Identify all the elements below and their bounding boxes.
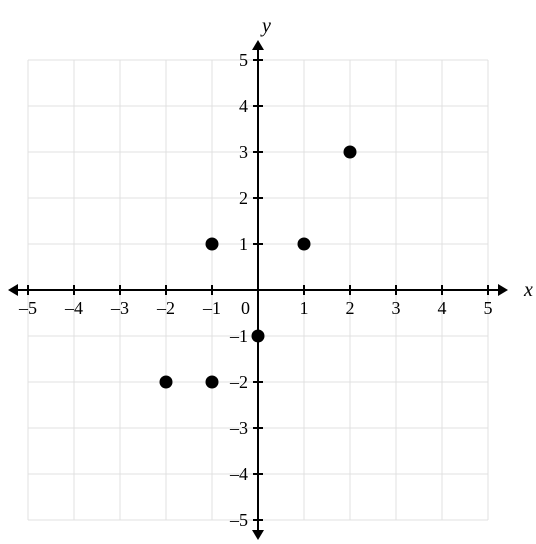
y-tick-label: 2	[239, 188, 248, 208]
data-point	[298, 238, 311, 251]
y-tick-label: –1	[229, 326, 248, 346]
y-tick-label: 3	[239, 142, 248, 162]
y-tick-label: 1	[239, 234, 248, 254]
x-tick-label: 0	[241, 298, 250, 318]
y-tick-label: 5	[239, 50, 248, 70]
axis-arrow	[8, 284, 18, 296]
y-tick-label: –5	[229, 510, 248, 530]
x-tick-label: –3	[110, 298, 129, 318]
axis-arrow	[252, 40, 264, 50]
y-axis-label: y	[260, 15, 271, 37]
data-point	[206, 376, 219, 389]
data-point	[252, 330, 265, 343]
x-tick-label: 1	[300, 298, 309, 318]
x-tick-label: 2	[346, 298, 355, 318]
y-tick-label: –2	[229, 372, 248, 392]
y-tick-label: –3	[229, 418, 248, 438]
data-point	[160, 376, 173, 389]
x-tick-label: –4	[64, 298, 83, 318]
scatter-plot-container: –5 –4 –3 –2 –1 0 1 2 3 4 5 –5 –4 –3 –2 –1 1 2 3 4 5 x y	[0, 0, 536, 544]
axis-arrow	[252, 530, 264, 540]
data-point	[206, 238, 219, 251]
x-tick-label: 4	[438, 298, 447, 318]
y-tick-label: –4	[229, 464, 248, 484]
x-tick-label: 5	[484, 298, 493, 318]
x-tick-label: –1	[202, 298, 221, 318]
y-tick-label: 4	[239, 96, 248, 116]
x-tick-label: –2	[156, 298, 175, 318]
data-point	[344, 146, 357, 159]
x-tick-label: 3	[392, 298, 401, 318]
coordinate-plane: –5 –4 –3 –2 –1 0 1 2 3 4 5 –5 –4 –3 –2 –1 1 2 3 4 5 x y	[0, 0, 536, 544]
x-axis-label: x	[523, 279, 533, 301]
x-tick-label: –5	[18, 298, 37, 318]
axis-arrow	[498, 284, 508, 296]
